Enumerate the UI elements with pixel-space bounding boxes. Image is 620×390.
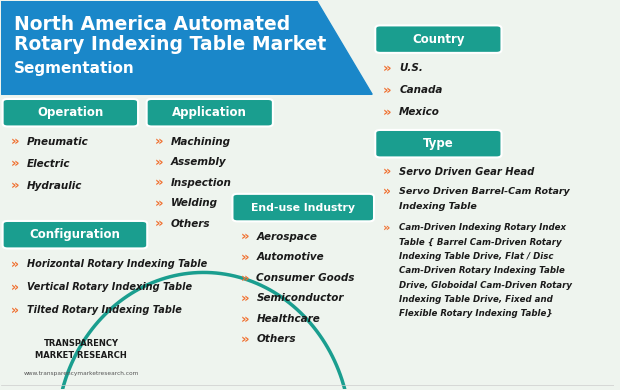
Text: Segmentation: Segmentation xyxy=(14,61,135,76)
Text: U.S.: U.S. xyxy=(399,63,423,73)
FancyBboxPatch shape xyxy=(2,221,148,248)
Text: »: » xyxy=(383,223,391,233)
Text: Country: Country xyxy=(412,33,464,46)
Text: »: » xyxy=(11,179,19,192)
Text: Application: Application xyxy=(172,106,247,119)
Text: Operation: Operation xyxy=(37,106,104,119)
Text: »: » xyxy=(11,257,19,270)
Text: Vertical Rotary Indexing Table: Vertical Rotary Indexing Table xyxy=(27,282,192,292)
Text: Aerospace: Aerospace xyxy=(256,232,317,242)
Text: Horizontal Rotary Indexing Table: Horizontal Rotary Indexing Table xyxy=(27,259,206,269)
Text: »: » xyxy=(241,292,249,305)
Text: Automotive: Automotive xyxy=(256,252,324,262)
Text: »: » xyxy=(241,230,249,243)
Text: Consumer Goods: Consumer Goods xyxy=(256,273,355,283)
Text: »: » xyxy=(383,106,392,119)
Text: Hydraulic: Hydraulic xyxy=(27,181,82,191)
Text: »: » xyxy=(383,62,392,74)
Text: »: » xyxy=(11,304,19,317)
Text: Assembly: Assembly xyxy=(170,157,226,167)
FancyBboxPatch shape xyxy=(232,194,374,222)
Text: End-use Industry: End-use Industry xyxy=(251,202,355,213)
Text: Electric: Electric xyxy=(27,159,70,168)
Text: »: » xyxy=(383,83,392,97)
Text: Machining: Machining xyxy=(170,136,231,147)
Text: Semiconductor: Semiconductor xyxy=(256,293,344,303)
Text: Canada: Canada xyxy=(399,85,443,95)
Text: »: » xyxy=(383,165,391,178)
Text: TRANSPARENCY
MARKET RESEARCH: TRANSPARENCY MARKET RESEARCH xyxy=(35,339,127,360)
Text: »: » xyxy=(154,217,163,230)
FancyBboxPatch shape xyxy=(147,99,273,126)
Text: »: » xyxy=(154,135,163,148)
Text: »: » xyxy=(154,156,163,168)
Text: Cam-Driven Rotary Indexing Table: Cam-Driven Rotary Indexing Table xyxy=(399,266,565,275)
Text: »: » xyxy=(241,312,249,325)
Text: Welding: Welding xyxy=(170,198,218,208)
Text: »: » xyxy=(154,176,163,189)
FancyBboxPatch shape xyxy=(2,99,138,126)
FancyBboxPatch shape xyxy=(375,130,502,158)
Text: »: » xyxy=(241,251,249,264)
Text: »: » xyxy=(241,271,249,284)
Text: Type: Type xyxy=(423,137,454,150)
Text: Indexing Table Drive, Flat / Disc: Indexing Table Drive, Flat / Disc xyxy=(399,252,554,261)
Text: »: » xyxy=(11,135,19,148)
Text: »: » xyxy=(241,333,249,346)
Text: Mexico: Mexico xyxy=(399,107,440,117)
FancyBboxPatch shape xyxy=(375,25,502,53)
Text: Servo Driven Gear Head: Servo Driven Gear Head xyxy=(399,167,534,177)
Text: Indexing Table: Indexing Table xyxy=(399,202,477,211)
Text: Cam-Driven Indexing Rotary Index: Cam-Driven Indexing Rotary Index xyxy=(399,223,566,232)
Text: »: » xyxy=(383,184,391,198)
Polygon shape xyxy=(1,2,372,94)
Text: www.transparencymarketresearch.com: www.transparencymarketresearch.com xyxy=(24,371,139,376)
Text: Indexing Table Drive, Fixed and: Indexing Table Drive, Fixed and xyxy=(399,295,553,304)
Text: »: » xyxy=(11,157,19,170)
Text: Servo Driven Barrel-Cam Rotary: Servo Driven Barrel-Cam Rotary xyxy=(399,187,570,196)
Text: »: » xyxy=(11,281,19,294)
Text: Drive, Globoidal Cam-Driven Rotary: Drive, Globoidal Cam-Driven Rotary xyxy=(399,281,572,290)
Text: Healthcare: Healthcare xyxy=(256,314,320,324)
Text: Tilted Rotary Indexing Table: Tilted Rotary Indexing Table xyxy=(27,305,182,316)
Text: Rotary Indexing Table Market: Rotary Indexing Table Market xyxy=(14,35,326,55)
Text: »: » xyxy=(154,197,163,210)
Text: Configuration: Configuration xyxy=(30,228,120,241)
Text: Others: Others xyxy=(170,219,210,229)
Text: Inspection: Inspection xyxy=(170,177,231,188)
Text: Pneumatic: Pneumatic xyxy=(27,136,88,147)
Text: Table { Barrel Cam-Driven Rotary: Table { Barrel Cam-Driven Rotary xyxy=(399,238,562,247)
Text: North America Automated: North America Automated xyxy=(14,15,290,34)
Text: Others: Others xyxy=(256,335,296,344)
Text: Flexible Rotary Indexing Table}: Flexible Rotary Indexing Table} xyxy=(399,309,552,318)
